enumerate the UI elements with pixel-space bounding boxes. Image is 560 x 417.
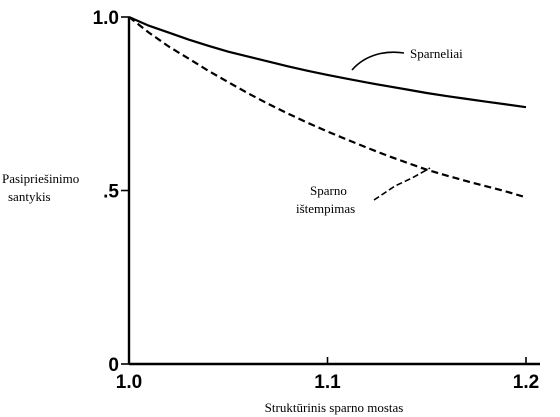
series-lines — [128, 15, 527, 199]
y-tick-label: 1.0 — [93, 8, 119, 29]
x-axis-ticks: 1.0 1.1 1.2 — [116, 357, 539, 393]
y-tick-label: 0 — [108, 355, 119, 376]
y-axis-label-line-1: Pasipriešinimo — [2, 171, 79, 186]
pointer-sparno-istempimas — [373, 167, 431, 201]
x-tick-label: 1.1 — [314, 372, 341, 393]
x-axis-label: Struktūrinis sparno mostas — [265, 400, 404, 415]
series-line-sparno-istempimas — [128, 16, 527, 199]
y-axis-ticks: 0 .5 1.0 — [93, 8, 129, 376]
y-tick-label: .5 — [103, 182, 119, 203]
x-tick-label: 1.2 — [513, 372, 539, 393]
series-line-sparneliai — [128, 15, 527, 109]
y-axis-label-line-2: santykis — [8, 189, 51, 204]
x-tick-label: 1.0 — [116, 372, 142, 393]
legend-label-sparno-line-1: Sparno — [310, 183, 347, 198]
legend-label-sparneliai: Sparneliai — [410, 46, 463, 61]
pointer-sparneliai — [351, 51, 405, 71]
legend-label-sparno-line-2: ištempimas — [296, 201, 355, 216]
